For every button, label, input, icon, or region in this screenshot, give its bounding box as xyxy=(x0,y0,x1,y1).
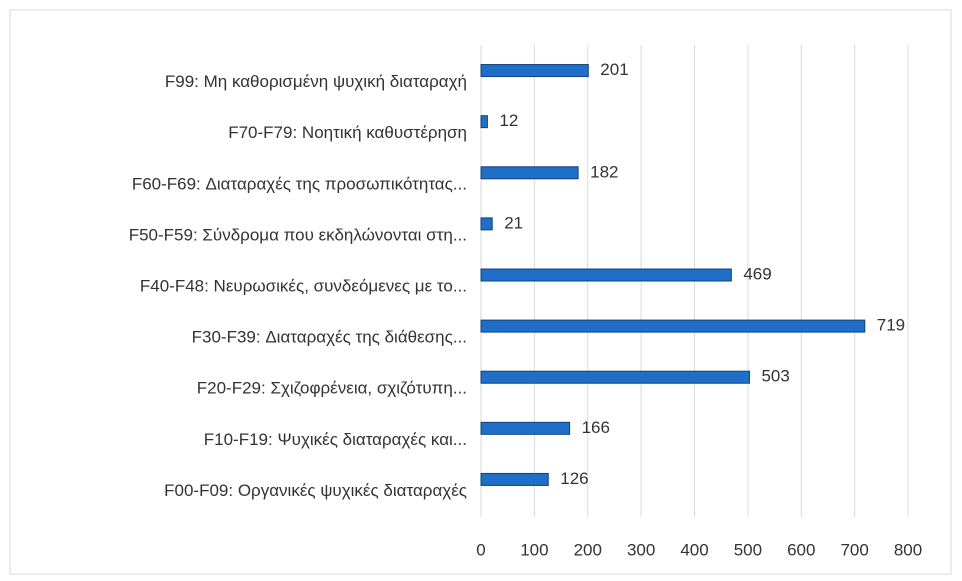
y-tick-label: F70-F79: Νοητική καθυστέρηση xyxy=(228,123,467,142)
x-tick-label: 800 xyxy=(894,540,922,559)
bar xyxy=(480,472,549,486)
y-tick-label: F99: Μη καθορισμένη ψυχική διαταραχή xyxy=(165,72,467,91)
data-label: 166 xyxy=(582,418,610,437)
y-tick-label: F60-F69: Διαταραχές της προσωπικότητας..… xyxy=(132,174,467,193)
x-tick-label: 600 xyxy=(787,540,815,559)
bar xyxy=(480,319,866,333)
bar xyxy=(480,217,493,231)
x-tick-label: 100 xyxy=(520,540,548,559)
y-tick-label: F20-F29: Σχιζοφρένεια, σχιζότυπη... xyxy=(197,379,467,398)
x-tick-label: 400 xyxy=(680,540,708,559)
x-tick-label: 500 xyxy=(734,540,762,559)
data-label: 503 xyxy=(761,367,789,386)
data-label: 126 xyxy=(560,469,588,488)
bar xyxy=(480,370,750,384)
bar xyxy=(480,115,488,129)
x-tick-label: 200 xyxy=(574,540,602,559)
data-label: 182 xyxy=(590,162,618,181)
data-label: 201 xyxy=(600,60,628,79)
x-tick-label: 0 xyxy=(476,540,485,559)
data-label: 719 xyxy=(877,316,905,335)
x-tick-label: 300 xyxy=(627,540,655,559)
y-tick-label: F30-F39: Διαταραχές της διάθεσης... xyxy=(192,328,467,347)
y-tick-label: F50-F59: Σύνδρομα που εκδηλώνονται στη..… xyxy=(129,225,467,244)
x-tick-label: 700 xyxy=(840,540,868,559)
data-label: 469 xyxy=(743,264,771,283)
bar xyxy=(480,268,732,282)
y-tick-label: F00-F09: Οργανικές ψυχικές διαταραχές xyxy=(164,481,467,500)
data-label: 21 xyxy=(504,213,523,232)
y-tick-label: F10-F19: Ψυχικές διαταραχές και... xyxy=(204,430,467,449)
data-label: 12 xyxy=(499,111,518,130)
y-tick-label: F40-F48: Νευρωσικές, συνδεόμενες με το..… xyxy=(140,276,467,295)
bar xyxy=(480,166,579,180)
bar xyxy=(480,421,571,435)
bar xyxy=(480,64,589,78)
